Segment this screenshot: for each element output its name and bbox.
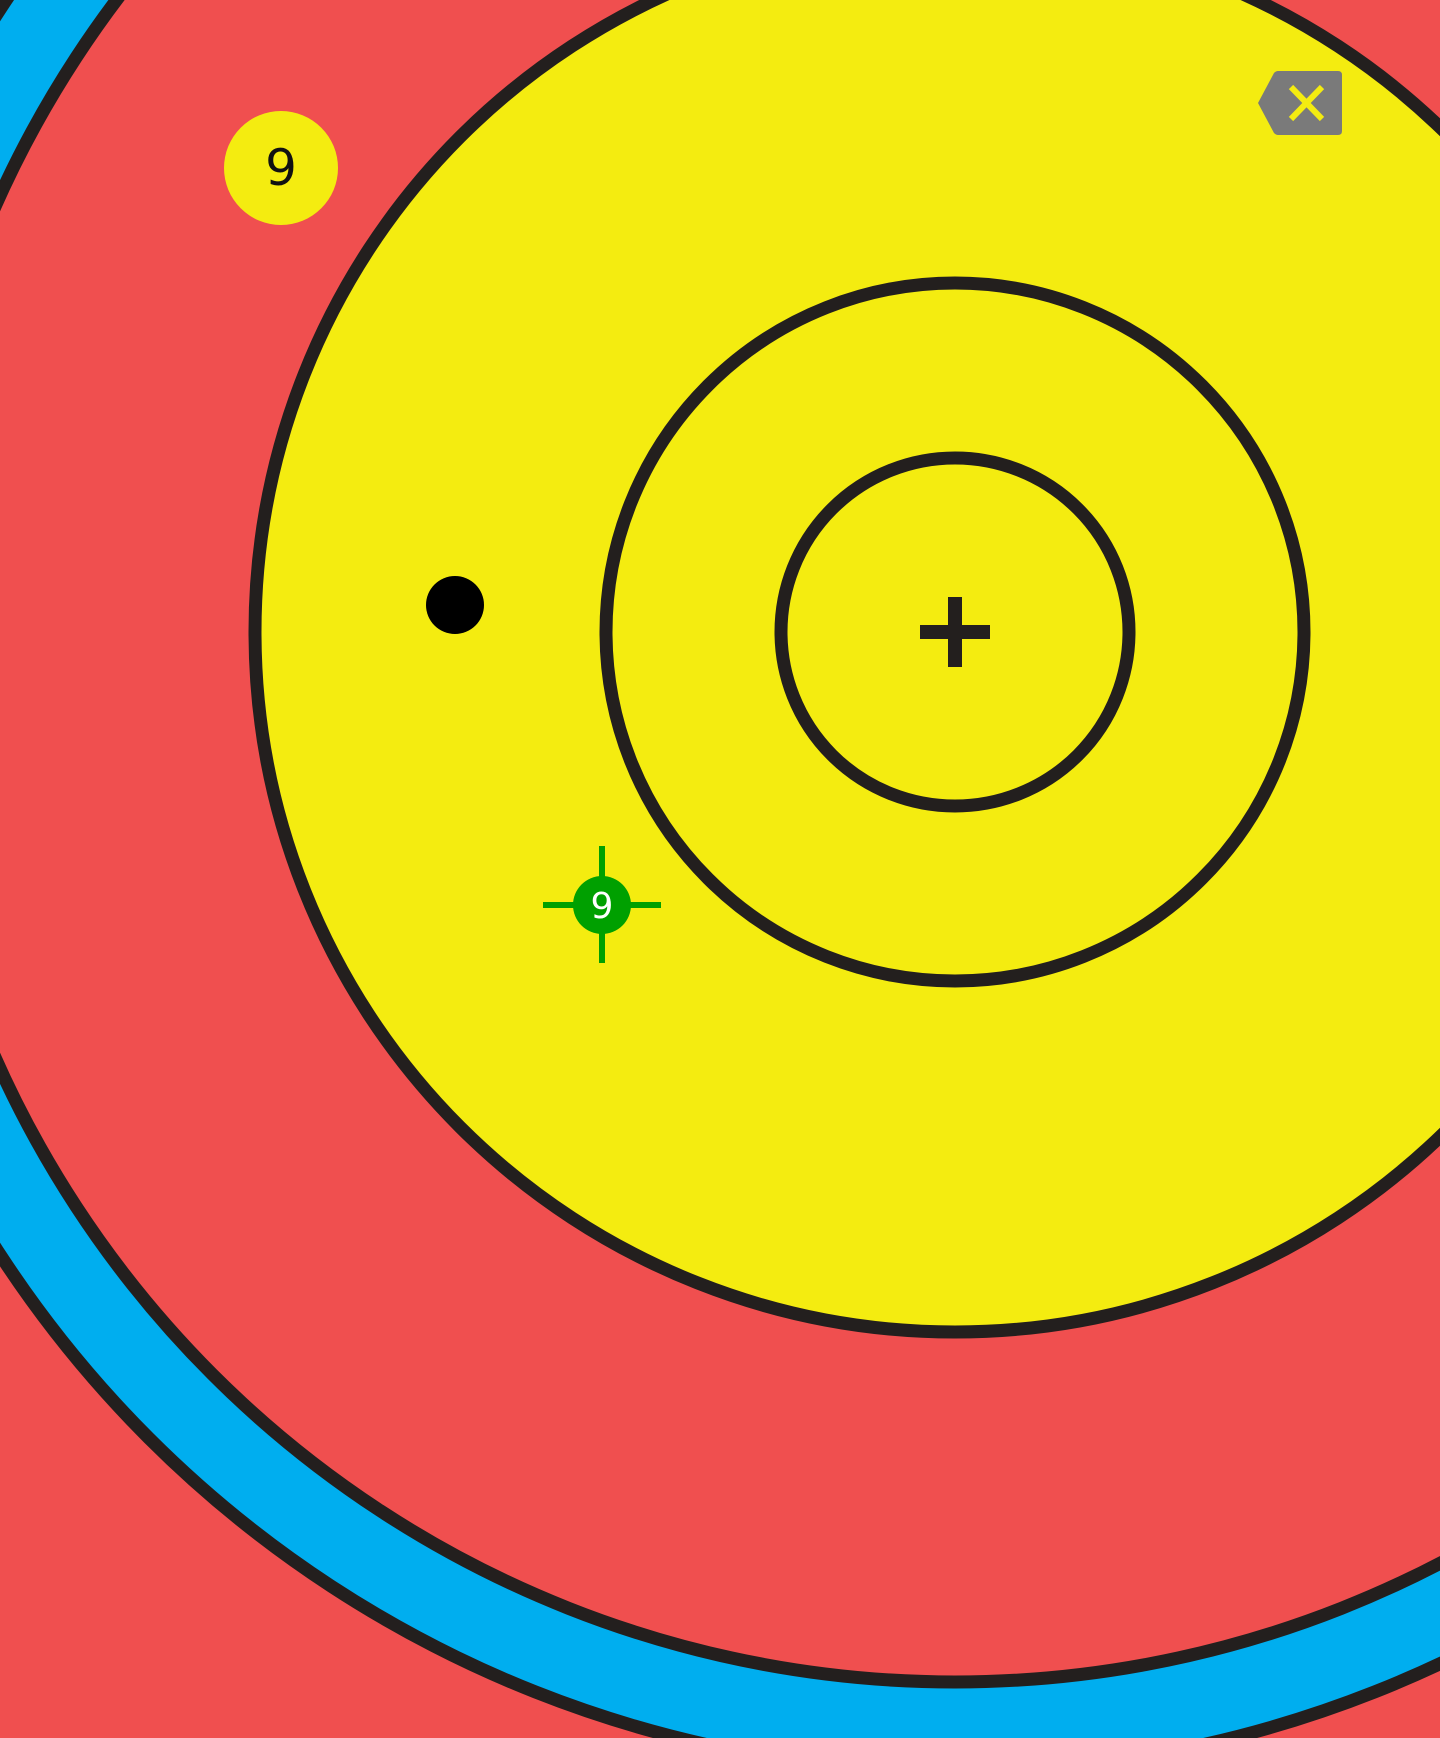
score-badge-value: 9 — [265, 139, 297, 197]
arrow-marker-label: 9 — [591, 886, 614, 927]
delete-arrow-button[interactable] — [1258, 71, 1342, 135]
score-badge: 9 — [224, 111, 338, 225]
backspace-icon — [1258, 71, 1342, 135]
arrow-marker-crosshair-icon[interactable]: 9 — [543, 846, 661, 963]
crosshair-plus-icon — [920, 597, 990, 667]
arrow-hole-dot-icon[interactable] — [426, 576, 484, 634]
